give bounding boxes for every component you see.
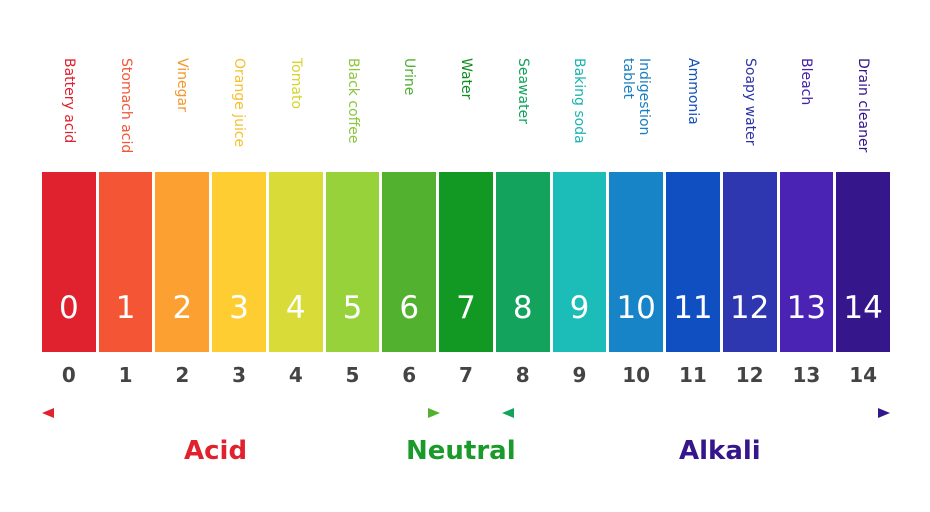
ph-tick-label: 6 [402,363,417,387]
ph-cell-number: 9 [569,290,590,326]
acid-arrow [42,408,440,418]
ph-column-4: 4 4 Tomato [268,58,323,387]
ph-column-11: 11 11 Ammonia [666,58,720,387]
ph-tick-label: 3 [232,363,246,387]
ph-column-2: 2 2 Vinegar [155,58,210,387]
ph-cell-number: 4 [285,290,306,326]
ph-cell-number: 2 [172,290,193,326]
ph-column-9: 9 9 Baking soda [552,58,607,387]
ph-tick-label: 14 [849,363,878,387]
ph-cell-number: 14 [843,290,883,326]
ph-column-14: 14 14 Drain cleaner [836,58,890,387]
ph-cell-number: 8 [512,290,533,326]
ph-column-3: 3 3 Orange juice [212,58,266,387]
ph-column-6: 6 6 Urine [382,58,437,387]
ph-cell-number: 12 [729,290,770,326]
neutral-label: Neutral [406,436,516,466]
ph-cell-number: 7 [456,290,476,326]
ph-tick-label: 10 [622,363,651,387]
ph-tick-label: 5 [345,363,360,387]
alkali-label: Alkali [679,436,761,466]
ph-column-7: 7 7 Water [439,58,493,387]
ph-tick-label: 0 [61,363,76,387]
ph-cell-number: 1 [115,290,136,326]
acid-label: Acid [184,436,248,466]
ph-tick-label: 1 [118,363,133,387]
ph-tick-label: 9 [572,363,587,387]
ph-column-0: 0 0 Battery acid [42,58,96,387]
ph-cell-number: 10 [616,290,656,326]
ph-column-5: 5 5 Black coffee [325,58,380,387]
ph-cell-number: 6 [399,290,420,326]
ph-tick-label: 13 [792,363,821,387]
alkali-arrow [502,408,890,418]
ph-cell-number: 5 [342,290,363,326]
ph-tick-label: 8 [515,363,530,387]
ph-column-1: 1 1 Stomach acid [98,58,153,387]
ph-column-8: 8 8 Seawater [495,58,550,387]
ph-cell-number: 0 [58,290,79,326]
ph-cell-number: 11 [673,290,713,326]
ph-column-13: 13 13 Bleach [779,58,834,387]
ph-column-10: 10 10 Indigestion tablet [609,58,664,387]
ph-tick-label: 2 [175,363,190,387]
ph-tick-label: 12 [735,363,764,387]
ph-cell-number: 13 [786,290,827,326]
ph-tick-label: 7 [459,363,473,387]
ph-column-12: 12 12 Soapy water [722,58,777,387]
ph-tick-label: 11 [679,363,707,387]
ph-scale: 0 0 Battery acid 1 1 Stomach acid 2 2 Vinegar 3 3 O… [42,58,890,387]
ph-cell-number: 3 [229,290,249,326]
ph-tick-label: 4 [288,363,303,387]
